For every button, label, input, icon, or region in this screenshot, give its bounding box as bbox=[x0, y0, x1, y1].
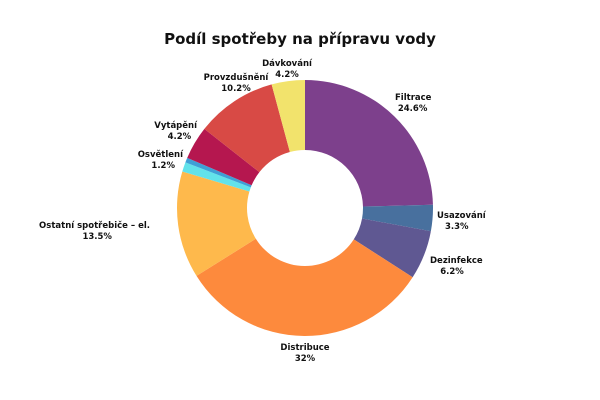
slice-label: Dávkování bbox=[262, 59, 313, 69]
slice-value-label: 24.6% bbox=[398, 104, 428, 114]
slice-provzdušnění bbox=[204, 84, 290, 173]
slice-label: Vytápění bbox=[154, 120, 198, 131]
slice-value-label: 1.2% bbox=[151, 161, 175, 171]
slice-value-label: 4.2% bbox=[275, 70, 299, 80]
slice-osvětlení bbox=[182, 162, 251, 192]
slice-filtrace bbox=[305, 80, 433, 207]
slice-vytápění bbox=[187, 128, 260, 186]
slice-label: Ostatní spotřebiče – el. bbox=[39, 220, 150, 231]
slice-label: Usazování bbox=[437, 211, 487, 221]
slice-label: Dezinfekce bbox=[430, 256, 483, 266]
slice-usazování bbox=[362, 204, 433, 232]
slice-dávkování bbox=[271, 80, 305, 153]
slice-value-label: 4.2% bbox=[168, 132, 192, 142]
slice-label: Osvětlení bbox=[138, 149, 184, 160]
chart-title: Podíl spotřeby na přípravu vody bbox=[164, 30, 436, 48]
slice-value-label: 32% bbox=[295, 354, 316, 364]
slice-value-label: 10.2% bbox=[221, 84, 251, 94]
slice-value-label: 6.2% bbox=[440, 267, 464, 277]
slice-value-label: 13.5% bbox=[82, 232, 112, 242]
slice-ostatní-spotřebiče-el- bbox=[177, 171, 256, 276]
slice-distribuce bbox=[196, 238, 413, 336]
slice-value-label: 3.3% bbox=[445, 222, 469, 232]
slice-dezinfekce bbox=[353, 218, 431, 278]
slice-label: Provzdušnění bbox=[204, 72, 270, 83]
slice-label: Distribuce bbox=[280, 343, 329, 353]
slice-unlabeled bbox=[185, 157, 252, 188]
slice-label: Filtrace bbox=[395, 93, 432, 103]
